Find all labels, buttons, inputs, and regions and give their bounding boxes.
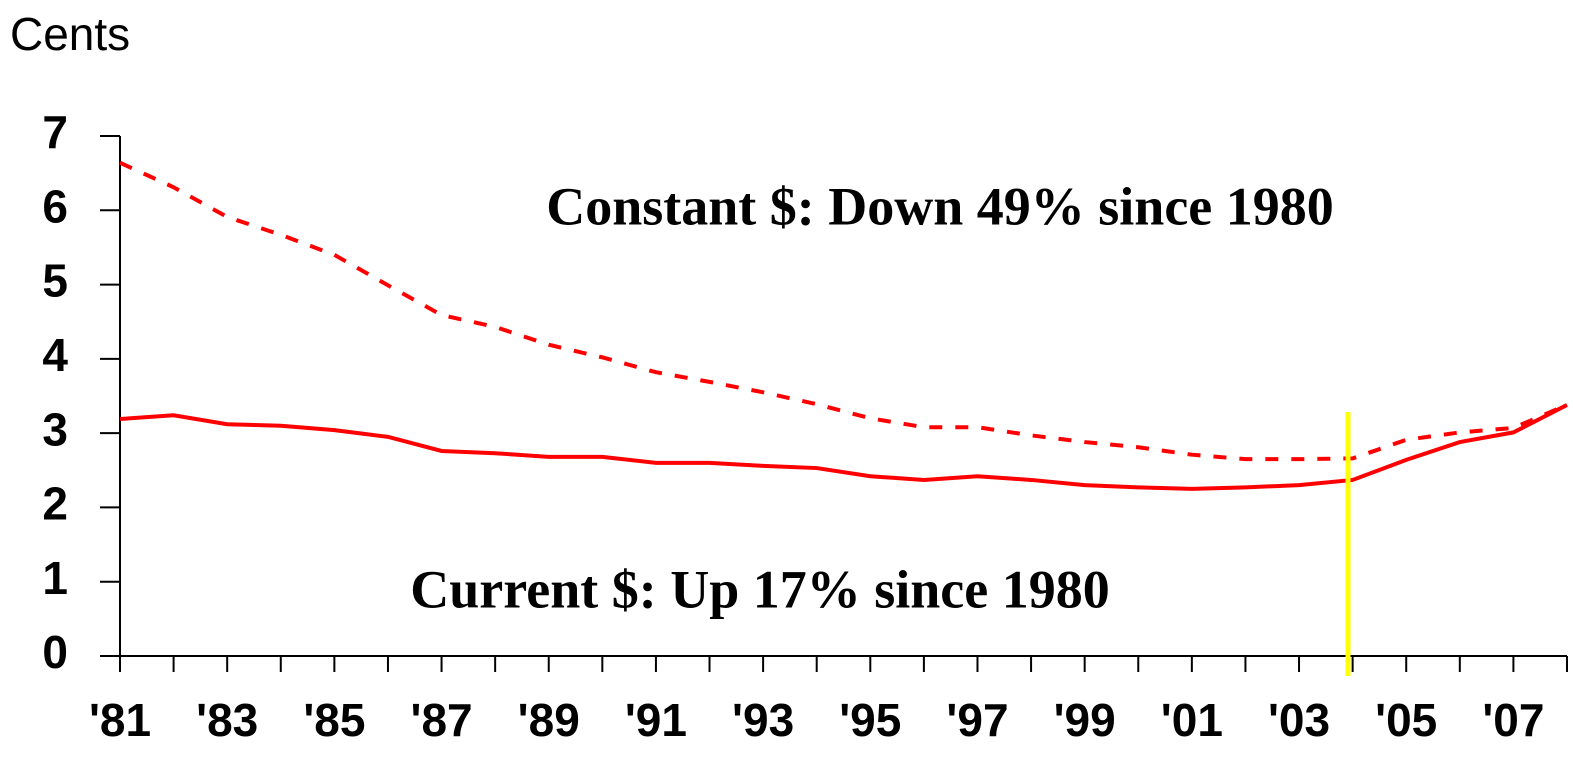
annotation: Current $: Up 17% since 1980 <box>410 559 1109 619</box>
x-tick-label: '01 <box>1161 694 1223 746</box>
y-tick-label: 2 <box>42 478 68 530</box>
x-tick-label: '99 <box>1054 694 1116 746</box>
x-tick-label: '87 <box>411 694 473 746</box>
x-tick-label: '83 <box>196 694 258 746</box>
x-tick-label: '93 <box>732 694 794 746</box>
y-tick-label: 0 <box>42 626 68 678</box>
x-tick-label: '81 <box>89 694 151 746</box>
x-tick-label: '89 <box>518 694 580 746</box>
y-tick-label: 6 <box>42 180 68 232</box>
y-tick-label: 5 <box>42 255 68 307</box>
annotation: Constant $: Down 49% since 1980 <box>546 176 1334 236</box>
y-tick-label: 4 <box>42 329 68 381</box>
line-series <box>119 403 1568 491</box>
x-tick-label: '95 <box>839 694 901 746</box>
y-tick-label: 7 <box>42 106 68 158</box>
y-tick-label: 3 <box>42 403 68 455</box>
line-series <box>119 160 1568 462</box>
y-tick-label: 1 <box>42 552 68 604</box>
x-tick-label: '07 <box>1482 694 1544 746</box>
chart-title: Cents <box>10 8 130 60</box>
x-tick-label: '85 <box>303 694 365 746</box>
x-tick-label: '03 <box>1268 694 1330 746</box>
x-tick-label: '97 <box>946 694 1008 746</box>
x-tick-label: '91 <box>625 694 687 746</box>
x-tick-label: '05 <box>1375 694 1437 746</box>
